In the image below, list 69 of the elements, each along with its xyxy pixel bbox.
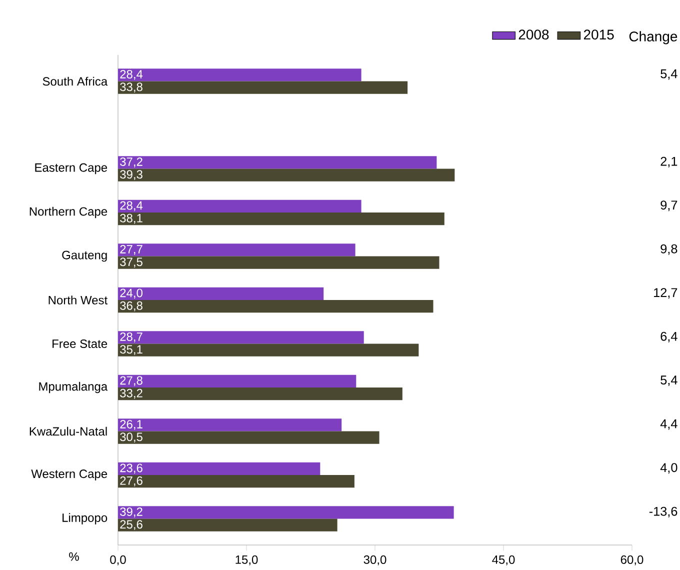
bar (118, 331, 364, 344)
text: Change (629, 31, 678, 44)
bar (118, 300, 434, 313)
bar (118, 244, 356, 256)
y-tick-label: South Africa (42, 76, 108, 86)
text: 4,4 (660, 420, 678, 430)
data-label: 24,0 (120, 288, 142, 299)
data-label: 25,6 (120, 520, 142, 530)
data-label: 30,5 (120, 432, 142, 443)
bar (118, 256, 440, 270)
bar (118, 475, 354, 488)
y-tick-label: Free State (52, 340, 108, 348)
legend-label: 2008 (518, 30, 549, 40)
bar (118, 388, 402, 400)
y-tick-label: Mpumalanga (39, 382, 108, 394)
x-tick-label: 60,0 (620, 556, 644, 566)
data-label: 26,1 (120, 420, 142, 430)
data-label: 27,7 (120, 245, 142, 255)
data-label: 23,6 (120, 464, 142, 474)
y-tick-label: Northern Cape (30, 207, 108, 218)
data-label: 28,7 (120, 332, 142, 342)
data-label: 27,8 (120, 376, 142, 386)
text: 9,7 (660, 200, 678, 212)
bar (118, 156, 437, 169)
text: 12,7 (654, 288, 678, 299)
bar (118, 518, 338, 532)
x-axis-title: % (69, 552, 79, 561)
bar (118, 168, 455, 182)
bar (118, 374, 356, 388)
text: 5,4 (660, 376, 678, 386)
x-tick-label: 0,0 (110, 556, 126, 566)
data-label: 27,6 (120, 476, 142, 486)
data-label: 28,4 (120, 70, 143, 80)
data-label: 28,4 (120, 201, 143, 212)
data-label: 37,5 (120, 258, 142, 268)
bar (118, 344, 419, 357)
y-tick-label: Limpopo (62, 513, 108, 524)
text: 2,1 (660, 156, 678, 168)
bar (118, 431, 380, 444)
bar (118, 68, 362, 82)
bar (118, 506, 454, 519)
text: 5,4 (660, 70, 678, 80)
y-tick-label: KwaZulu-Natal (30, 426, 107, 436)
bar (118, 418, 342, 432)
text: 4,0 (660, 463, 678, 474)
bar (118, 287, 324, 300)
bar (118, 212, 444, 226)
y-tick-label: North West (48, 296, 108, 305)
legend-label: 2015 (584, 30, 614, 40)
data-label: 36,8 (120, 301, 142, 312)
bar (118, 200, 362, 213)
data-label: 35,1 (120, 345, 142, 356)
data-label: 37,2 (120, 158, 142, 168)
bar (118, 462, 320, 476)
data-label: 38,1 (120, 214, 142, 224)
y-tick-label: Western Cape (31, 470, 108, 481)
y-tick-label: Eastern Cape (35, 163, 108, 174)
x-tick-label: 30,0 (364, 556, 386, 566)
data-label: 39,3 (120, 170, 142, 180)
text: 6,4 (660, 332, 678, 342)
data-label: 33,2 (120, 388, 142, 399)
text: 9,8 (660, 244, 678, 255)
y-tick-label: Gauteng (62, 250, 107, 262)
x-tick-label: 45,0 (492, 556, 515, 566)
bar (118, 81, 408, 94)
text: -13,6 (649, 506, 678, 518)
x-tick-label: 15,0 (236, 556, 258, 566)
data-label: 33,8 (120, 82, 142, 93)
data-label: 39,2 (120, 508, 142, 518)
